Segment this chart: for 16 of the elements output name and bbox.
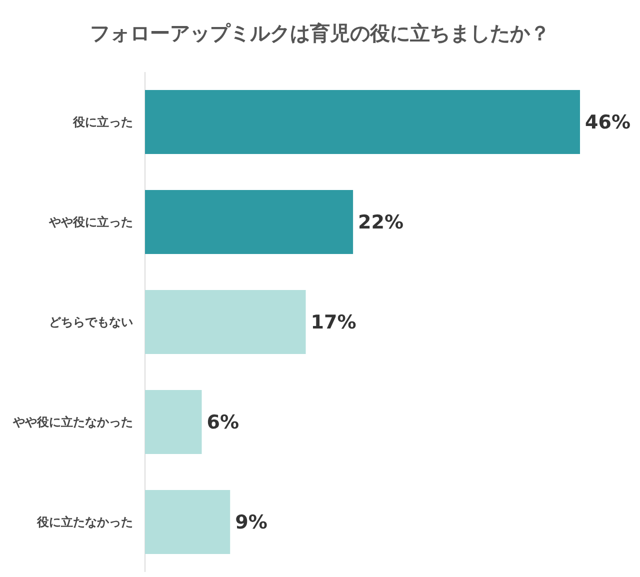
data-label: 9% <box>235 512 268 534</box>
y-tick-label: 役に立った <box>72 115 133 130</box>
bar <box>145 390 202 454</box>
y-tick-label: 役に立たなかった <box>36 515 133 530</box>
data-label: 22% <box>358 212 404 234</box>
y-tick-label: やや役に立たなかった <box>12 415 133 430</box>
y-tick-label: やや役に立った <box>48 215 133 230</box>
data-label: 6% <box>206 412 240 434</box>
y-tick-label: どちらでもない <box>49 315 133 330</box>
data-label: 46% <box>585 112 630 134</box>
bar <box>145 290 306 354</box>
bar <box>145 490 230 554</box>
data-label: 17% <box>310 312 356 334</box>
bar <box>145 90 580 154</box>
bar <box>145 190 354 254</box>
chart-title: フォローアップミルクは育児の役に立ちましたか？ <box>90 21 550 45</box>
